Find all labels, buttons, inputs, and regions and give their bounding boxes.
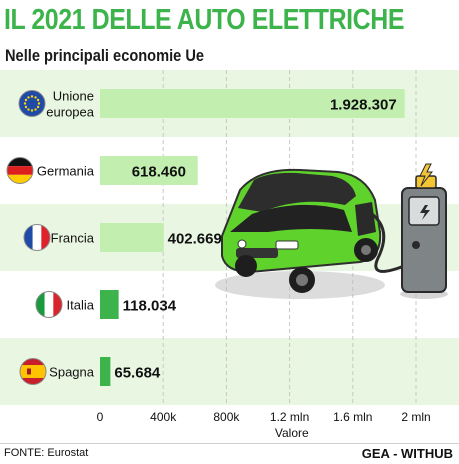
x-tick-label: 2 mln xyxy=(401,410,430,424)
page-subtitle: Nelle principali economie Ue xyxy=(5,46,205,65)
category-label: Francia xyxy=(51,231,95,246)
italy-flag-icon xyxy=(35,291,63,318)
x-tick-label: 1.6 mln xyxy=(333,410,372,424)
category-label: Italia xyxy=(67,298,95,313)
electric-car-illustration xyxy=(215,168,385,299)
value-label: 65.684 xyxy=(114,365,161,382)
bar xyxy=(100,357,111,386)
bar xyxy=(100,290,119,319)
brand-credit: GEA - WITHUB xyxy=(361,446,453,461)
category-label: Germania xyxy=(37,164,95,179)
x-axis-label: Valore xyxy=(275,426,309,440)
footer-divider xyxy=(0,443,459,444)
value-label: 618.460 xyxy=(132,164,186,181)
france-flag-icon xyxy=(23,224,51,251)
category-label: Unione europea xyxy=(46,89,94,120)
spain-flag-icon xyxy=(19,358,47,385)
x-tick-label: 0 xyxy=(97,410,104,424)
source-credit: FONTE: Eurostat xyxy=(4,447,89,459)
value-label: 402.669 xyxy=(168,231,222,248)
charging-station-illustration xyxy=(400,163,448,299)
row-band xyxy=(0,338,459,405)
bar xyxy=(100,156,198,185)
value-label: 1.928.307 xyxy=(330,97,397,114)
category-label: Spagna xyxy=(49,365,95,380)
x-tick-label: 400k xyxy=(150,410,177,424)
bar xyxy=(100,223,164,252)
x-tick-label: 1.2 mln xyxy=(270,410,309,424)
bar xyxy=(100,89,405,118)
x-tick-label: 800k xyxy=(213,410,240,424)
value-label: 118.034 xyxy=(123,298,177,315)
germany-flag-icon xyxy=(6,157,34,184)
page-title: IL 2021 DELLE AUTO ELETTRICHE xyxy=(4,4,405,36)
eu-flag-icon xyxy=(18,90,46,117)
